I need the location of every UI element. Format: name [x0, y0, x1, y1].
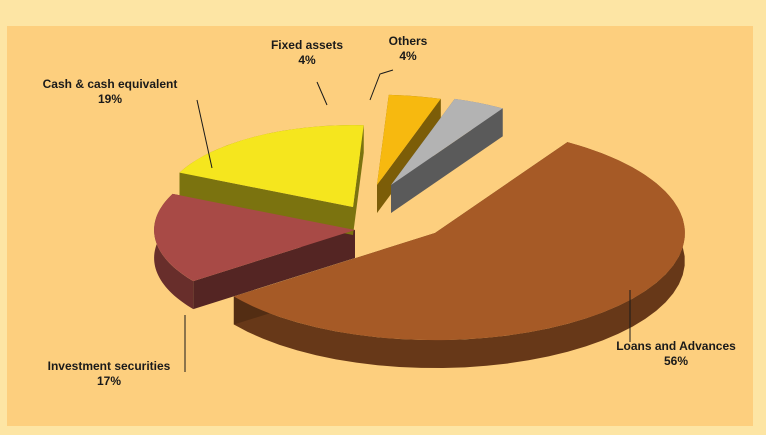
leader-line-others — [369, 69, 394, 101]
pie-slice-loans-and-advances — [233, 142, 685, 341]
slice-value-others: 4% — [399, 49, 417, 63]
slice-label-investment-securities: Investment securities — [48, 359, 171, 373]
pie-slice-others — [391, 98, 503, 185]
pie-slice-fixed-assets — [377, 94, 441, 185]
leader-line-cash-cash-equivalent — [196, 99, 213, 169]
pie-slice-cut-cash-cash-equivalent-1 — [179, 172, 353, 235]
slice-label-fixed-assets: Fixed assets — [271, 38, 343, 52]
slice-value-fixed-assets: 4% — [298, 53, 316, 67]
pie-slice-cut-investment-securities-1 — [193, 230, 355, 310]
slice-label-loans-and-advances: Loans and Advances — [616, 339, 736, 353]
pie-slice-cash-cash-equivalent — [179, 125, 364, 207]
slice-value-investment-securities: 17% — [97, 374, 121, 388]
pie-top-faces — [154, 94, 685, 341]
slice-label-others: Others — [389, 34, 428, 48]
pie-slice-cut-cash-cash-equivalent-0 — [353, 125, 364, 235]
pie-slice-investment-securities — [154, 193, 355, 282]
slice-value-cash-cash-equivalent: 19% — [98, 92, 122, 106]
slice-value-loans-and-advances: 56% — [664, 354, 688, 368]
pie-slice-cut-others-0 — [391, 108, 503, 213]
leader-line-fixed-assets — [316, 81, 328, 106]
slice-label-cash-cash-equivalent: Cash & cash equivalent — [43, 77, 178, 91]
